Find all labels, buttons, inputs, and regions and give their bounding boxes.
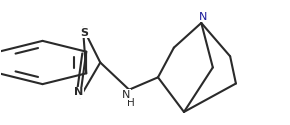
Text: H: H [127, 98, 135, 108]
Text: N: N [122, 90, 130, 100]
Text: N: N [74, 87, 83, 97]
Text: N: N [199, 12, 207, 22]
Text: S: S [80, 28, 88, 38]
